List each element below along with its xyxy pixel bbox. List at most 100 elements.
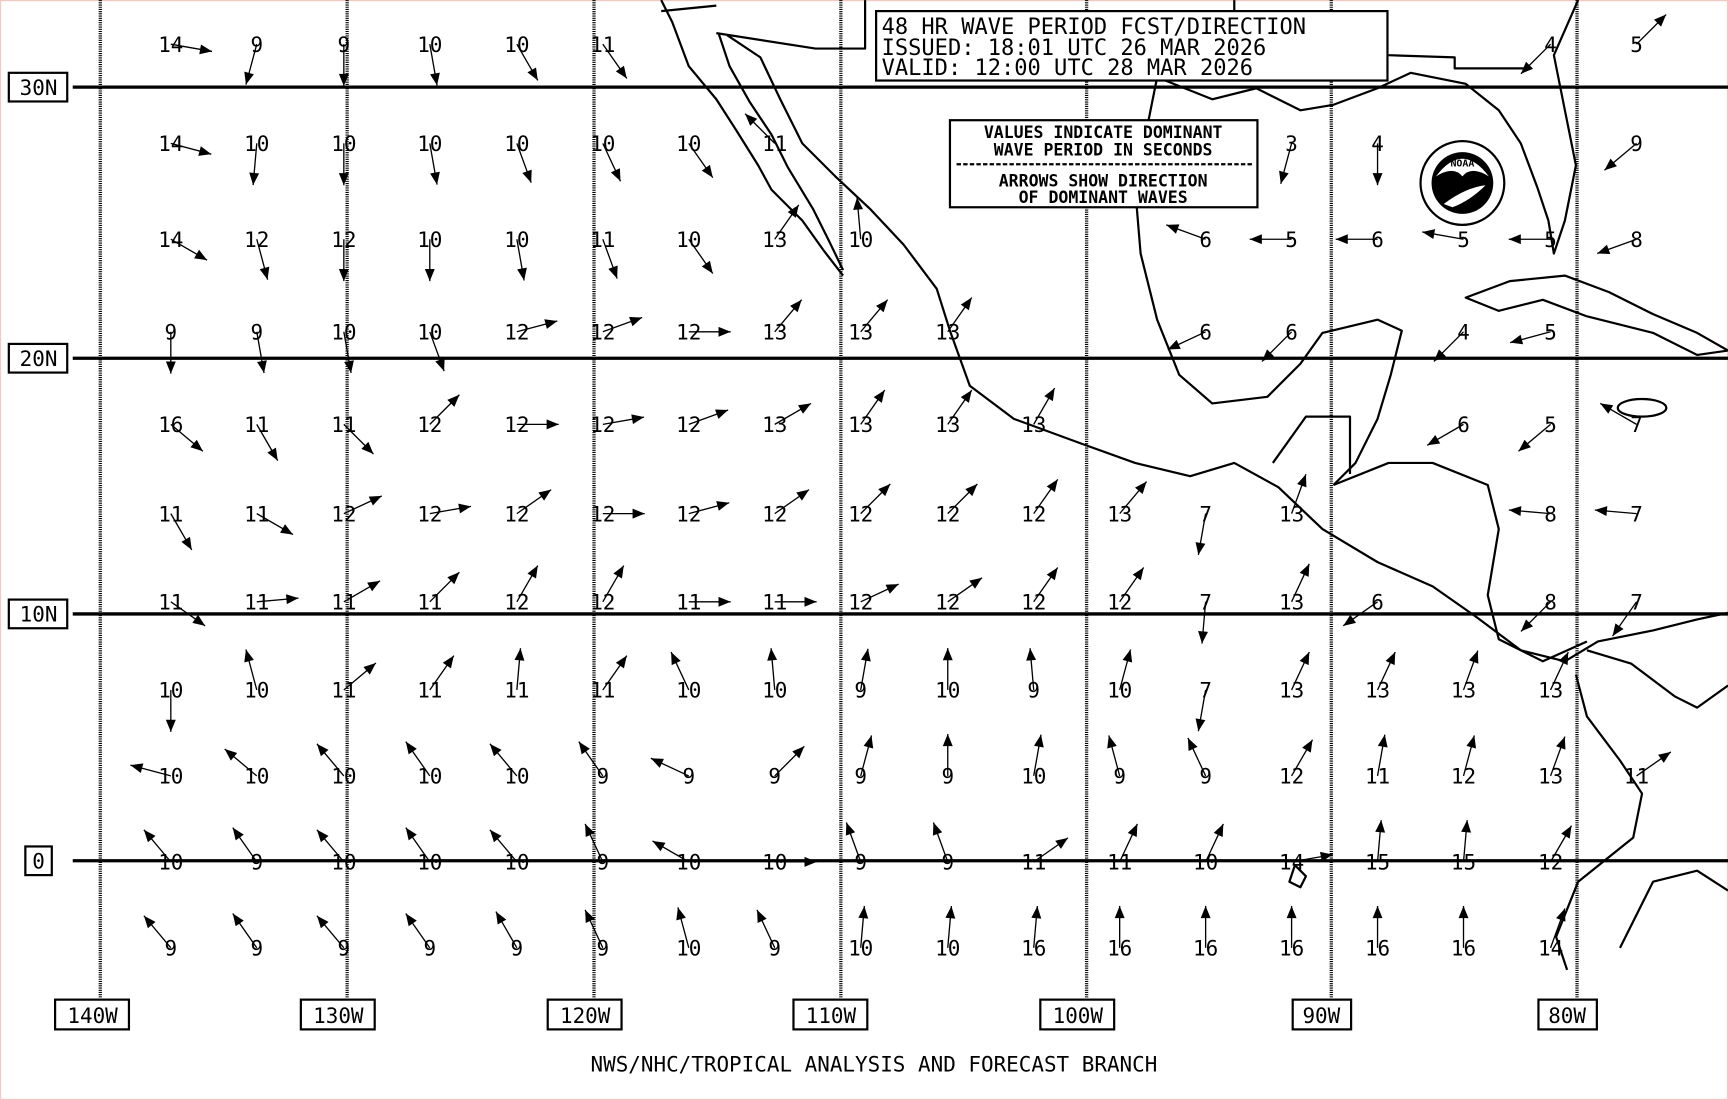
- wave-cell: 9: [941, 734, 954, 789]
- wave-period-value: 12: [504, 502, 529, 526]
- wave-cell: 9: [650, 757, 695, 789]
- arrowhead-icon: [1508, 506, 1522, 516]
- wave-period-value: 12: [676, 321, 701, 345]
- noaa-logo-text: NOAA: [1450, 158, 1474, 169]
- wave-cell: 9: [244, 33, 263, 85]
- wave-cell: 4: [1371, 132, 1384, 186]
- wave-cell: 12: [590, 565, 625, 615]
- wave-period-value: 11: [331, 591, 356, 615]
- wave-period-value: 9: [941, 851, 954, 875]
- galapagos: [1288, 864, 1308, 889]
- legend-line-4: OF DOMINANT WAVES: [1019, 188, 1188, 207]
- arrowhead-icon: [338, 73, 349, 87]
- wave-period-cells: 14 9 9 10 10 11 4 5 14 10 10 10 10 10 10 11 3 4 9 14 12 12 10 1…: [130, 14, 1672, 961]
- wave-cell: 9: [578, 741, 610, 789]
- arrowhead-icon: [615, 65, 627, 79]
- arrowhead-icon: [199, 44, 213, 55]
- wave-cell: 7: [1599, 402, 1643, 437]
- arrowhead-icon: [1166, 224, 1180, 234]
- wave-cell: 10: [590, 132, 622, 182]
- arrowhead-icon: [1510, 334, 1524, 345]
- wave-cell: 10: [504, 33, 539, 81]
- wave-cell: 13: [1279, 474, 1307, 526]
- wave-period-value: 14: [1538, 937, 1563, 961]
- wave-cell: 12: [590, 316, 643, 345]
- legend-line-3: ARROWS SHOW DIRECTION: [999, 171, 1208, 190]
- wave-period-value: 13: [1538, 765, 1563, 789]
- wave-cell: 5: [1630, 14, 1667, 57]
- arrowhead-icon: [143, 829, 156, 843]
- wave-cell: 12: [504, 319, 558, 345]
- wave-cell: 14: [158, 228, 208, 261]
- arrowhead-icon: [405, 827, 417, 841]
- wave-cell: 6: [1167, 321, 1212, 351]
- wave-cell: 6: [1335, 228, 1384, 252]
- arrowhead-icon: [1320, 851, 1333, 862]
- wave-cell: 9: [1187, 737, 1212, 789]
- wave-cell: 16: [1021, 906, 1046, 961]
- arrowhead-icon: [1031, 906, 1042, 919]
- wave-period-value: 13: [1021, 413, 1046, 437]
- wave-cell: 10: [935, 906, 960, 961]
- arrowhead-icon: [316, 915, 329, 929]
- arrowhead-icon: [522, 169, 532, 183]
- arrowhead-icon: [796, 489, 810, 501]
- wave-cell: 4: [1520, 33, 1557, 75]
- wave-period-value: 12: [504, 591, 529, 615]
- arrowhead-icon: [1654, 14, 1667, 27]
- arrowhead-icon: [1520, 619, 1534, 632]
- wave-period-value: 7: [1630, 413, 1643, 437]
- wave-period-value: 5: [1285, 228, 1298, 252]
- wave-cell: 8: [1520, 591, 1557, 632]
- wave-cell: 10: [676, 132, 714, 179]
- wave-period-value: 10: [504, 851, 529, 875]
- arrowhead-icon: [1469, 650, 1479, 664]
- wave-period-value: 10: [762, 679, 787, 703]
- wave-period-value: 11: [1365, 765, 1390, 789]
- wave-cell: 14: [158, 132, 212, 156]
- legend-line-2: WAVE PERIOD IN SECONDS: [994, 140, 1213, 159]
- wave-cell: 12: [244, 228, 269, 280]
- arrowhead-icon: [1132, 567, 1144, 581]
- wave-cell: 11: [331, 662, 377, 703]
- wave-cell: 10: [158, 679, 183, 732]
- arrowhead-icon: [945, 906, 956, 919]
- lat-lon-grid: [72, 0, 1728, 998]
- wave-cell: 11: [1365, 734, 1390, 789]
- arrowhead-icon: [165, 361, 176, 374]
- arrowhead-icon: [1422, 229, 1436, 239]
- arrowhead-icon: [1279, 170, 1289, 184]
- wave-cell: 13: [1451, 650, 1479, 703]
- wave-period-value: 11: [1624, 765, 1649, 789]
- wave-period-value: 13: [1279, 679, 1304, 703]
- wave-period-value: 13: [848, 413, 873, 437]
- wave-period-value: 12: [331, 502, 356, 526]
- wave-cell: 5: [1509, 321, 1557, 345]
- arrowhead-icon: [1122, 649, 1133, 663]
- wave-cell: 9: [932, 822, 954, 875]
- arrowhead-icon: [1558, 652, 1569, 666]
- wave-cell: 13: [1107, 481, 1148, 526]
- wave-cell: 13: [848, 389, 886, 437]
- wave-cell: 10: [848, 197, 873, 252]
- wave-cell: 11: [1624, 751, 1672, 789]
- wave-cell: 10: [405, 741, 442, 789]
- wave-cell: 10: [143, 829, 183, 875]
- wave-cell: 12: [1279, 739, 1314, 789]
- legend-line-1: VALUES INDICATE DOMINANT: [984, 123, 1223, 142]
- legend-box: VALUES INDICATE DOMINANT WAVE PERIOD IN …: [948, 119, 1259, 209]
- arrowhead-icon: [1597, 244, 1611, 255]
- wave-cell: 12: [331, 228, 356, 282]
- wave-period-value: 9: [597, 765, 610, 789]
- wave-period-value: 12: [935, 591, 960, 615]
- wave-cell: 10: [676, 907, 701, 961]
- wave-period-value: 11: [1107, 851, 1132, 875]
- wave-period-value: 12: [1021, 502, 1046, 526]
- wave-period-value: 10: [676, 851, 701, 875]
- arrowhead-icon: [435, 358, 445, 372]
- arrowhead-icon: [585, 909, 595, 923]
- arrowhead-icon: [430, 171, 440, 185]
- lon-label-100w: 100W: [1053, 1004, 1104, 1028]
- wave-cell: 10: [331, 321, 356, 374]
